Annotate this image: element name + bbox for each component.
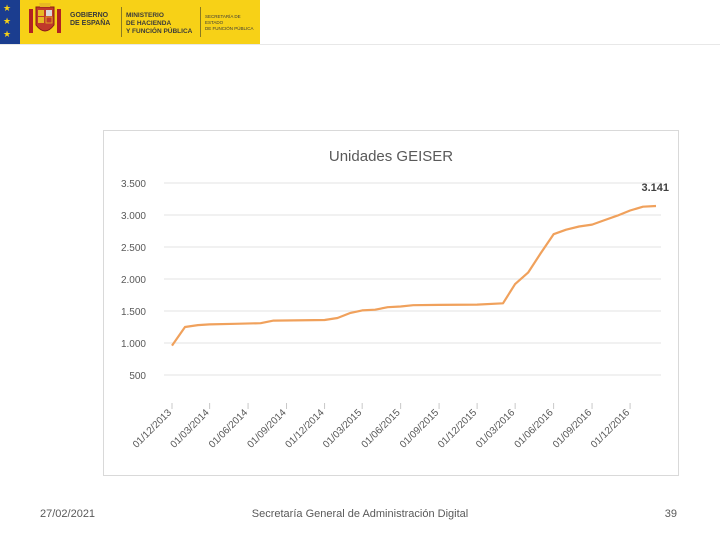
x-tick-label: 01/06/2015	[360, 407, 403, 450]
org-line2: DE ESPAÑA	[70, 20, 111, 27]
x-tick-label: 01/12/2013	[131, 407, 174, 450]
y-tick-label: 1.000	[121, 339, 146, 350]
org-line1: GOBIERNO	[70, 12, 109, 19]
y-axis: 3.500 3.000 2.500 2.000 1.500 1.000 500	[121, 179, 146, 382]
coat-of-arms-icon	[29, 3, 61, 33]
chart-frame: Unidades GEISER 3.500 3.000 2.500 2.000 1.50…	[103, 130, 679, 476]
x-tick-label: 01/03/2014	[169, 407, 212, 450]
x-tick-label: 01/06/2014	[207, 407, 250, 450]
x-tick-label: 01/09/2014	[245, 407, 288, 450]
chart-title: Unidades GEISER	[329, 148, 453, 165]
data-label: 3.141	[641, 182, 669, 194]
x-tick-label: 01/03/2016	[474, 407, 517, 450]
x-tick-label: 01/09/2015	[398, 407, 441, 450]
secretariat-line2: DE FUNCIÓN PÚBLICA	[205, 26, 254, 31]
page-number: 39	[664, 508, 677, 520]
y-tick-label: 2.000	[121, 275, 146, 286]
x-axis: 01/12/201301/03/201401/06/201401/09/2014…	[131, 403, 633, 451]
header-separator	[200, 7, 201, 37]
ministry-line1: MINISTERIO	[126, 12, 164, 19]
ministry-line2: DE HACIENDA	[126, 20, 172, 27]
x-tick-label: 01/09/2016	[551, 407, 594, 450]
x-tick-label: 01/03/2015	[321, 407, 364, 450]
footer-date: 27/02/2021	[40, 508, 96, 520]
series: 3.141	[171, 182, 669, 347]
line-chart: Unidades GEISER 3.500 3.000 2.500 2.000 1.50…	[121, 148, 669, 451]
secretariat-label: SECRETARÍA DE ESTADO DE FUNCIÓN PÚBLICA	[205, 14, 259, 32]
y-tick-label: 3.500	[121, 179, 146, 190]
series-line	[171, 204, 657, 347]
y-tick-label: 2.500	[121, 243, 146, 254]
y-tick-label: 1.500	[121, 307, 146, 318]
x-tick-label: 01/12/2015	[436, 407, 479, 450]
government-label: GOBIERNO DE ESPAÑA	[70, 12, 120, 28]
footer-title: Secretaría General de Administración Dig…	[251, 508, 469, 520]
eu-flag-strip: ★ ★ ★	[0, 0, 20, 44]
secretariat-line1: SECRETARÍA DE ESTADO	[205, 14, 241, 25]
x-tick-label: 01/12/2016	[589, 407, 632, 450]
header-separator	[121, 7, 122, 37]
header-divider	[0, 44, 720, 45]
y-tick-label: 3.000	[121, 211, 146, 222]
star-icon: ★	[3, 16, 12, 26]
star-icon: ★	[3, 29, 12, 39]
ministry-line3: Y FUNCIÓN PÚBLICA	[126, 28, 193, 35]
grid	[164, 182, 661, 376]
x-tick-label: 01/06/2016	[513, 407, 556, 450]
star-icon: ★	[3, 3, 12, 13]
x-tick-label: 01/12/2014	[283, 407, 326, 450]
ministry-label: MINISTERIO DE HACIENDA Y FUNCIÓN PÚBLICA	[126, 12, 200, 36]
y-tick-label: 500	[129, 371, 146, 382]
